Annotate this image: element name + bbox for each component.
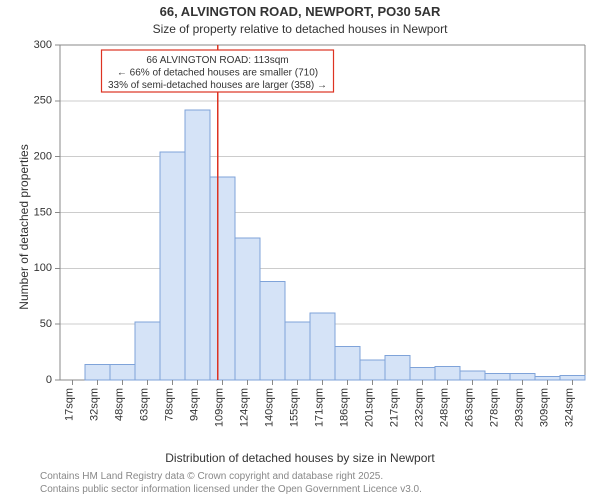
- histogram-bar: [210, 177, 235, 380]
- x-tick-label: 155sqm: [289, 388, 301, 427]
- y-tick-label: 250: [34, 95, 52, 107]
- histogram-bar: [510, 373, 535, 380]
- histogram-bar: [410, 368, 435, 380]
- x-tick-label: 309sqm: [539, 388, 551, 427]
- histogram-bar: [385, 355, 410, 380]
- x-tick-label: 293sqm: [514, 388, 526, 427]
- x-tick-label: 232sqm: [414, 388, 426, 427]
- histogram-bar: [110, 364, 135, 380]
- x-tick-label: 217sqm: [389, 388, 401, 427]
- x-tick-label: 324sqm: [564, 388, 576, 427]
- histogram-bar: [560, 376, 585, 380]
- histogram-svg: 05010015020025030017sqm32sqm48sqm63sqm78…: [60, 45, 585, 380]
- attribution-line-1: Contains HM Land Registry data © Crown c…: [40, 471, 422, 484]
- histogram-bar: [285, 322, 310, 380]
- attribution-text: Contains HM Land Registry data © Crown c…: [40, 471, 422, 496]
- x-tick-label: 94sqm: [189, 388, 201, 421]
- histogram-bar: [435, 367, 460, 380]
- y-axis-label: Number of detached properties: [17, 127, 31, 327]
- annotation-line: 66 ALVINGTON ROAD: 113sqm: [146, 55, 288, 66]
- histogram-bar: [260, 282, 285, 380]
- x-axis-label: Distribution of detached houses by size …: [0, 451, 600, 465]
- histogram-bar: [310, 313, 335, 380]
- annotation-line: 33% of semi-detached houses are larger (…: [108, 80, 327, 91]
- histogram-bar: [485, 373, 510, 380]
- x-tick-label: 63sqm: [139, 388, 151, 421]
- histogram-bar: [160, 152, 185, 380]
- y-tick-label: 200: [34, 151, 52, 163]
- histogram-bar: [185, 110, 210, 380]
- x-tick-label: 17sqm: [64, 388, 76, 421]
- x-tick-label: 140sqm: [264, 388, 276, 427]
- x-tick-label: 109sqm: [214, 388, 226, 427]
- annotation-line: ← 66% of detached houses are smaller (71…: [117, 68, 318, 79]
- x-tick-label: 248sqm: [439, 388, 451, 427]
- plot-area: 05010015020025030017sqm32sqm48sqm63sqm78…: [60, 45, 585, 380]
- x-tick-label: 186sqm: [339, 388, 351, 427]
- x-tick-label: 48sqm: [114, 388, 126, 421]
- y-tick-label: 0: [46, 374, 52, 386]
- y-tick-label: 150: [34, 206, 52, 218]
- x-tick-label: 124sqm: [239, 388, 251, 427]
- y-tick-label: 300: [34, 39, 52, 51]
- x-tick-label: 263sqm: [464, 388, 476, 427]
- x-tick-label: 278sqm: [489, 388, 501, 427]
- y-tick-label: 50: [40, 318, 52, 330]
- histogram-bar: [235, 238, 260, 380]
- attribution-line-2: Contains public sector information licen…: [40, 484, 422, 497]
- chart-title-sub: Size of property relative to detached ho…: [0, 22, 600, 36]
- x-tick-label: 32sqm: [89, 388, 101, 421]
- x-tick-label: 201sqm: [364, 388, 376, 427]
- histogram-bar: [535, 377, 560, 380]
- histogram-bar: [335, 347, 360, 381]
- histogram-bar: [460, 371, 485, 380]
- y-tick-label: 100: [34, 262, 52, 274]
- x-tick-label: 78sqm: [164, 388, 176, 421]
- chart-title-main: 66, ALVINGTON ROAD, NEWPORT, PO30 5AR: [0, 4, 600, 19]
- histogram-bar: [135, 322, 160, 380]
- histogram-bar: [360, 360, 385, 380]
- x-tick-label: 171sqm: [314, 388, 326, 427]
- histogram-bar: [85, 364, 110, 380]
